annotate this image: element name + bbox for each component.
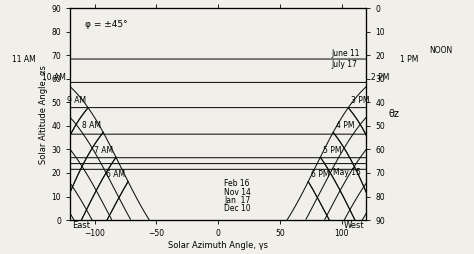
Text: Nov 14: Nov 14 (224, 187, 251, 197)
Y-axis label: θz: θz (388, 109, 399, 119)
Text: 4 PM: 4 PM (336, 121, 354, 130)
Text: 11 AM: 11 AM (12, 55, 36, 64)
Text: 5 PM: 5 PM (323, 146, 341, 155)
Text: East: East (73, 221, 91, 230)
X-axis label: Solar Azimuth Angle, γs: Solar Azimuth Angle, γs (168, 241, 268, 250)
Text: June 11: June 11 (332, 49, 360, 58)
Text: July 17: July 17 (332, 60, 358, 70)
Text: 8 AM: 8 AM (82, 121, 101, 130)
Text: NOON: NOON (429, 46, 452, 55)
Text: 6 PM: 6 PM (311, 170, 329, 179)
Text: 7 AM: 7 AM (94, 146, 114, 155)
Text: 2 PM: 2 PM (371, 73, 389, 83)
Text: Mar 16: Mar 16 (0, 127, 16, 136)
Text: 6 AM: 6 AM (107, 170, 126, 179)
Text: 3 PM: 3 PM (351, 96, 369, 105)
Text: φ = ±45°: φ = ±45° (85, 20, 128, 29)
Text: Feb 16: Feb 16 (224, 179, 250, 188)
Text: May 15: May 15 (333, 168, 361, 177)
Text: Aug 16: Aug 16 (400, 81, 427, 90)
Text: Dec 10: Dec 10 (224, 204, 251, 213)
Text: Sep 15: Sep 15 (416, 101, 442, 110)
Y-axis label: Solar Altitude Angle, αs: Solar Altitude Angle, αs (39, 65, 48, 164)
Text: Oct 15: Oct 15 (428, 125, 453, 134)
Text: 9 AM: 9 AM (66, 96, 86, 105)
Text: Jan  17: Jan 17 (224, 196, 251, 205)
Text: Apr 15: Apr 15 (3, 104, 28, 114)
Text: 1 PM: 1 PM (401, 55, 419, 64)
Text: West: West (343, 221, 364, 230)
Text: 10 AM: 10 AM (42, 73, 66, 83)
